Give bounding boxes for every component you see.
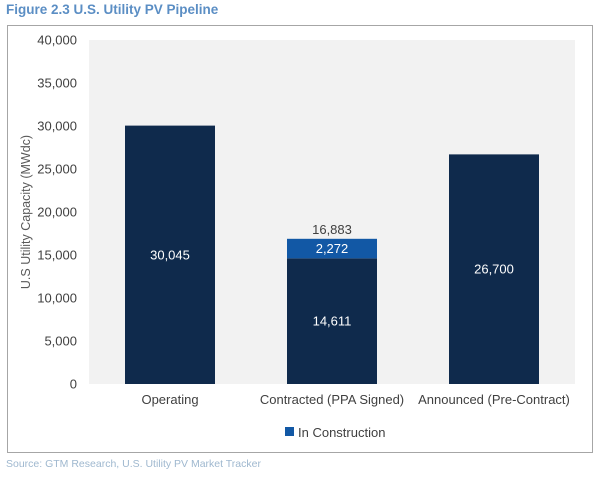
bars: 30,045 14,611 2,272 16,883 26,700 xyxy=(125,125,539,384)
bar-base xyxy=(449,154,539,384)
x-axis-categories: Operating Contracted (PPA Signed) Announce… xyxy=(141,392,569,407)
legend: In Construction xyxy=(285,425,385,440)
y-tick-label: 20,000 xyxy=(37,205,77,220)
data-label-base: 14,611 xyxy=(313,314,352,329)
y-tick-label: 25,000 xyxy=(37,162,77,177)
y-tick-label: 15,000 xyxy=(37,248,77,263)
y-tick-label: 35,000 xyxy=(37,76,77,91)
bar-in-construction xyxy=(287,238,377,259)
figure-title: Figure 2.3 U.S. Utility PV Pipeline xyxy=(6,2,219,17)
bar-base xyxy=(125,125,215,384)
y-tick-label: 10,000 xyxy=(37,291,77,306)
bar-base xyxy=(287,258,377,384)
y-tick-label: 0 xyxy=(70,377,77,392)
y-tick-label: 40,000 xyxy=(37,33,77,48)
x-category-label: Contracted (PPA Signed) xyxy=(260,392,404,407)
data-label-base: 30,045 xyxy=(150,247,190,262)
legend-label-in-construction: In Construction xyxy=(298,425,385,440)
data-label-total: 16,883 xyxy=(312,222,352,237)
data-label-in-construction: 2,272 xyxy=(316,241,349,256)
y-axis-label: U.S Utility Capacity (MWdc) xyxy=(19,135,33,289)
y-tick-label: 5,000 xyxy=(44,334,77,349)
x-category-label: Announced (Pre-Contract) xyxy=(418,392,570,407)
data-label-base: 26,700 xyxy=(474,262,514,277)
y-axis-ticks: 0 5,000 10,000 15,000 20,000 25,000 30,000 35,0… xyxy=(37,33,77,392)
y-tick-label: 30,000 xyxy=(37,119,77,134)
legend-swatch-in-construction xyxy=(285,427,294,436)
x-category-label: Operating xyxy=(141,392,198,407)
source-note: Source: GTM Research, U.S. Utility PV Ma… xyxy=(6,458,261,470)
